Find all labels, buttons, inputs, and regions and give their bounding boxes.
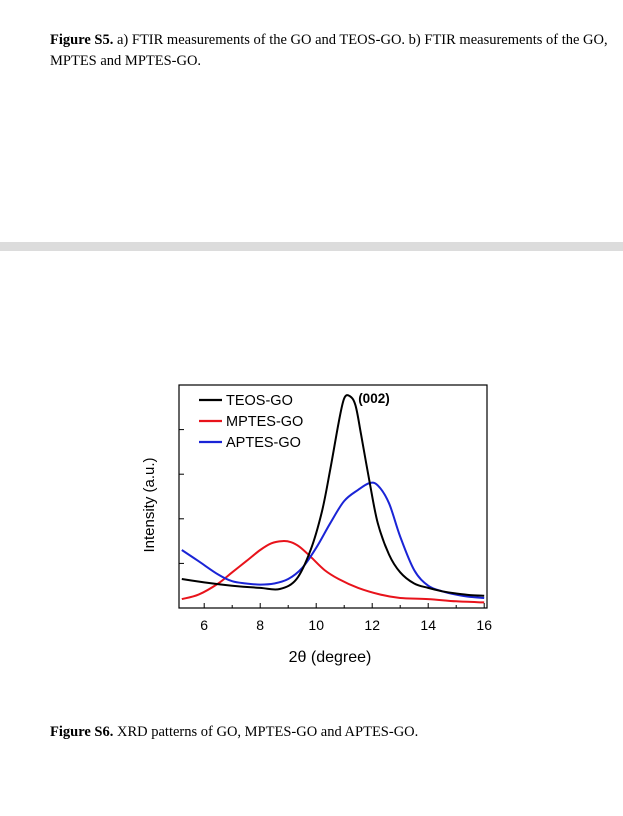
x-tick-label: 10 — [308, 617, 324, 633]
series-line-teos-go — [181, 394, 485, 597]
peak-annotation: (002) — [358, 391, 390, 406]
x-tick-label: 6 — [200, 617, 208, 633]
x-tick-label: 12 — [364, 617, 380, 633]
legend-label: MPTES-GO — [226, 414, 303, 430]
figure-s6-text: XRD patterns of GO, MPTES-GO and APTES-G… — [113, 724, 419, 740]
figure-s6-label: Figure S6. — [50, 724, 114, 740]
x-tick-label: 14 — [420, 617, 436, 633]
legend-label: TEOS-GO — [226, 393, 293, 409]
x-tick-label: 16 — [476, 617, 492, 633]
series-line-mptes-go — [181, 540, 485, 604]
plot-area-border — [178, 384, 488, 609]
x-tick-label: 8 — [256, 617, 264, 633]
figure-s5-label: Figure S5. — [50, 32, 114, 48]
plot-frame — [178, 384, 488, 609]
series-group — [181, 394, 485, 604]
series-line-aptes-go — [181, 481, 485, 599]
figure-s5-caption: Figure S5. a) FTIR measurements of the G… — [50, 30, 610, 72]
ticks-group: 6 8 10 12 14 16 — [179, 429, 492, 633]
legend: TEOS-GO MPTES-GO APTES-GO — [199, 393, 303, 451]
y-axis-label: Intensity (a.u.) — [141, 457, 158, 552]
figure-s5-text: a) FTIR measurements of the GO and TEOS-… — [50, 32, 608, 69]
x-axis-label: 2θ (degree) — [289, 649, 372, 666]
figure-s6-caption: Figure S6. XRD patterns of GO, MPTES-GO … — [50, 722, 590, 743]
page-divider — [0, 242, 623, 251]
legend-label: APTES-GO — [226, 435, 301, 451]
